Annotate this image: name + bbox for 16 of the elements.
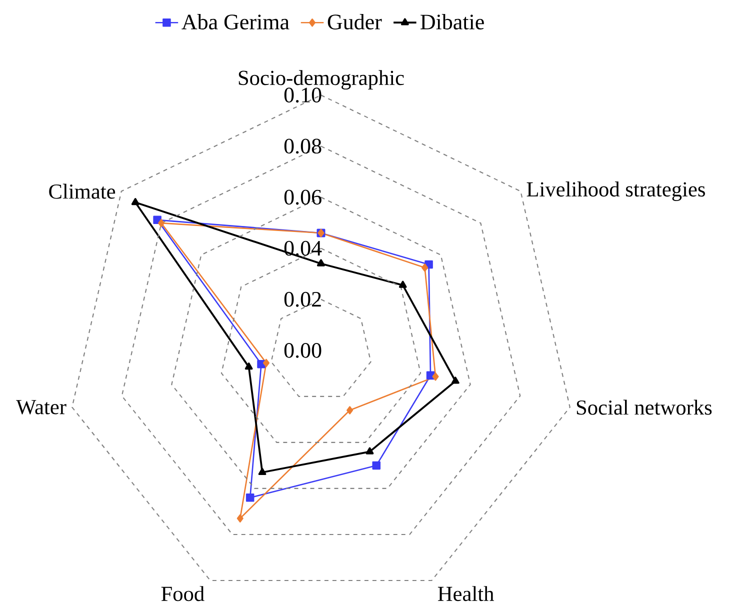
- spoke-label: Livelihood strategies: [526, 181, 705, 201]
- y-tick-label: 0.02: [284, 292, 321, 307]
- y-tick-label: 0.08: [284, 138, 322, 154]
- y-tick-label: 0.10: [284, 87, 322, 102]
- spoke-label: Social networks: [576, 400, 712, 415]
- spoke-label: Water: [16, 400, 66, 414]
- legend-label: Guder: [328, 14, 382, 30]
- spoke-label: Food: [161, 586, 204, 601]
- spoke-label: Socio-demographic: [238, 70, 404, 90]
- legend-label: Dibatie: [420, 14, 484, 30]
- y-tick-label: 0.00: [284, 342, 322, 358]
- legend-label: Aba Gerima: [182, 14, 290, 30]
- spoke-label: Climate: [49, 184, 116, 199]
- spoke-label: Health: [438, 586, 494, 601]
- y-tick-label: 0.06: [284, 190, 322, 205]
- y-tick-label: 0.04: [284, 240, 322, 256]
